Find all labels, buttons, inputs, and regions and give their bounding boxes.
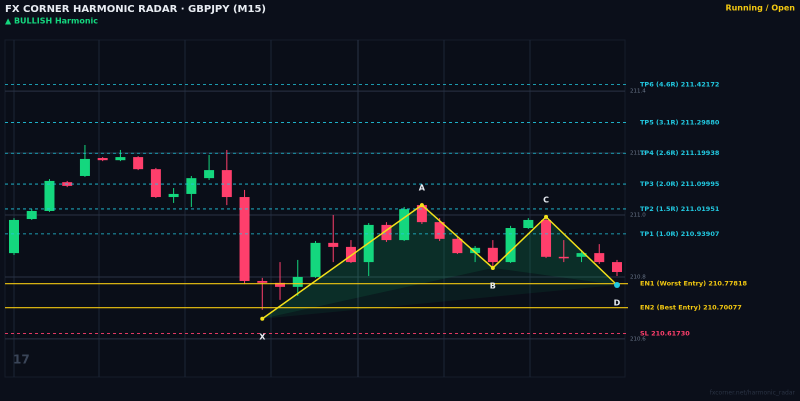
level-label: TP1 (1.0R) 210.93907: [640, 230, 719, 238]
candle-body: [594, 253, 605, 263]
candle-body: [257, 280, 268, 283]
level-label: EN2 (Best Entry) 210.70077: [640, 304, 742, 312]
plot-area: [4, 39, 626, 378]
candle-body: [558, 256, 569, 259]
pattern-label: D: [614, 299, 621, 308]
candle-body: [44, 180, 55, 211]
candle-body: [345, 246, 356, 263]
time-grid: [13, 40, 531, 377]
pattern-point: [544, 214, 549, 219]
pattern-point: [260, 316, 265, 321]
candle-body: [9, 219, 19, 254]
candle-body: [328, 242, 339, 247]
candle-body: [399, 209, 410, 241]
candle-body: [487, 247, 498, 263]
level-label: EN1 (Worst Entry) 210.77818: [640, 280, 747, 288]
pattern-point: [490, 265, 495, 270]
candle-body: [239, 197, 250, 281]
y-tick-label: 211.2: [630, 151, 646, 157]
pattern-point: [613, 282, 620, 289]
level-label: TP2 (1.5R) 211.01951: [640, 205, 720, 213]
level-label: TP4 (2.6R) 211.19938: [640, 149, 720, 157]
pattern-label: C: [543, 195, 549, 204]
candle-body: [26, 210, 37, 220]
candle-body: [434, 222, 445, 239]
y-tick-label: 211.0: [630, 213, 646, 219]
pattern-label: X: [259, 332, 266, 341]
pattern-label: B: [490, 281, 496, 290]
candle-body: [381, 224, 392, 241]
candle-body: [541, 219, 552, 257]
candle-body: [115, 157, 126, 161]
subtitle: ▲ BULLISH Harmonic: [5, 17, 98, 26]
level-label: SL 210.61730: [640, 330, 690, 338]
candle-body: [168, 193, 179, 198]
candle-body: [97, 158, 108, 161]
y-tick-label: 210.8: [630, 274, 646, 280]
status: Running / Open: [725, 4, 795, 13]
candle-body: [186, 178, 197, 194]
candle-body: [416, 205, 427, 223]
candle-body: [452, 238, 463, 254]
pattern-fill: [262, 267, 617, 319]
chart-title: FX CORNER HARMONIC RADAR · GBPJPY (M15): [5, 4, 266, 15]
candle-body: [275, 282, 286, 287]
watermark: 17: [13, 353, 30, 367]
candle-body: [79, 158, 90, 176]
y-tick-label: 210.6: [630, 336, 646, 342]
candle-body: [523, 219, 534, 229]
level-label: TP3 (2.0R) 211.09995: [640, 180, 720, 188]
pattern-label: A: [419, 184, 426, 193]
footer: fxcorner.net/harmonic_radar: [710, 390, 796, 397]
candle-body: [221, 170, 232, 198]
level-label: TP5 (3.1R) 211.29880: [640, 118, 720, 126]
pattern-point: [419, 203, 424, 208]
y-tick-label: 211.4: [630, 89, 646, 95]
candle-body: [310, 242, 321, 277]
level-label: TP6 (4.6R) 211.42172: [640, 80, 719, 88]
candle-body: [133, 157, 144, 170]
candle-body: [576, 253, 587, 257]
pattern-fill: [492, 216, 617, 286]
candle-body: [204, 170, 215, 179]
candle-body: [470, 247, 481, 254]
candle-body: [150, 169, 161, 198]
candle-body: [611, 262, 622, 272]
candle-body: [292, 276, 303, 287]
candle-body: [505, 228, 516, 263]
